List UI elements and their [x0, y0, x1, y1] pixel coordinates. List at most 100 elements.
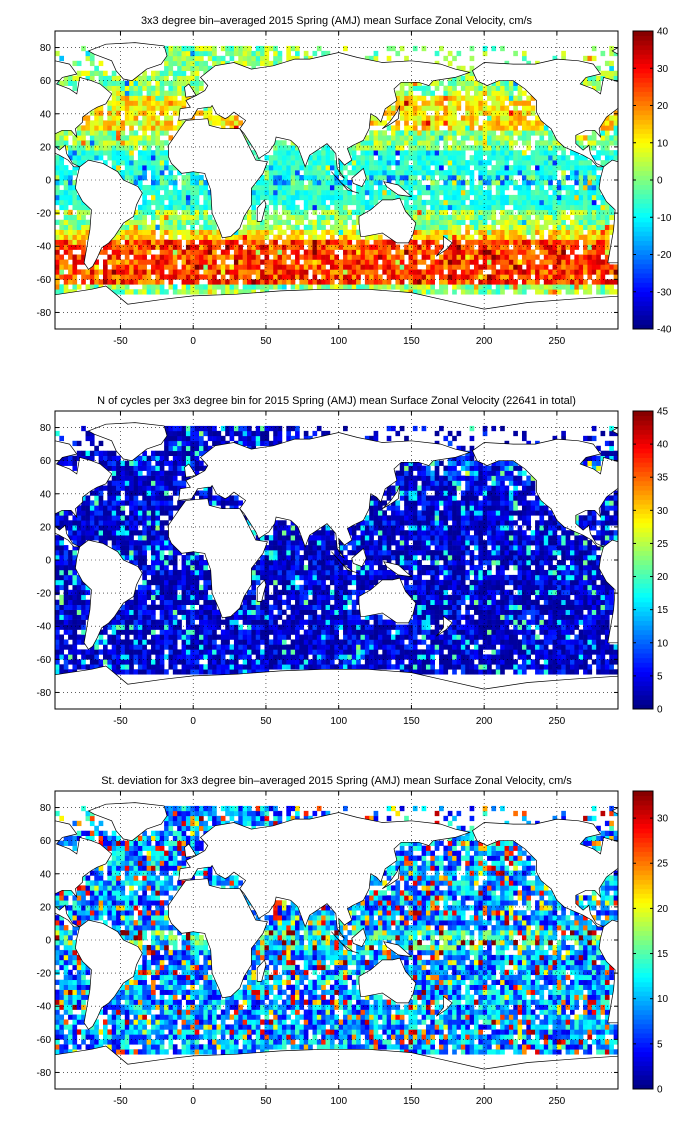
bin-cell [574, 284, 580, 290]
bin-cell [439, 259, 444, 265]
bin-cell [543, 165, 549, 171]
bin-cell [164, 264, 169, 270]
bin-cell [434, 244, 440, 250]
bin-cell [308, 219, 313, 225]
bin-cell [535, 120, 540, 126]
bin-cell [482, 254, 488, 260]
bin-cell [447, 254, 453, 260]
bin-cell [242, 264, 248, 270]
bin-cell [151, 455, 156, 461]
bin-cell [500, 45, 505, 52]
bin-cell [72, 560, 78, 566]
bin-cell [76, 155, 82, 161]
bin-cell [482, 259, 488, 265]
bin-cell [583, 189, 588, 196]
bin-cell [59, 55, 65, 62]
bin-cell [233, 274, 239, 280]
bin-cell [59, 545, 65, 551]
bin-cell [63, 199, 69, 206]
bin-cell [421, 284, 427, 290]
bin-cell [600, 130, 606, 136]
bin-cell [168, 229, 174, 235]
bin-cell [168, 55, 174, 62]
bin-cell [238, 120, 243, 126]
bin-cell [539, 274, 545, 280]
bin-cell [76, 634, 82, 640]
bin-cell [495, 95, 501, 101]
bin-cell [68, 594, 73, 601]
bin-cell [59, 535, 65, 541]
bin-cell [351, 259, 357, 265]
bin-cell [308, 234, 313, 240]
bin-cell [203, 274, 209, 280]
bin-cell [469, 85, 475, 91]
bin-cell [513, 244, 518, 250]
bin-cell [556, 279, 562, 285]
bin-cell [129, 545, 134, 551]
bin-cell [124, 540, 130, 546]
bin-cell [129, 644, 134, 650]
bin-cell [478, 95, 483, 101]
bin-cell [364, 234, 370, 240]
bin-cell [447, 135, 453, 141]
bin-cell [587, 175, 593, 181]
bin-cell [312, 175, 318, 181]
bin-cell [85, 234, 91, 240]
bin-cell [556, 145, 562, 151]
bin-cell [434, 194, 440, 201]
bin-cell [591, 209, 597, 216]
bin-cell [133, 545, 139, 551]
bin-cell [552, 150, 558, 156]
bin-cell [207, 45, 213, 52]
bin-cell [552, 194, 558, 201]
bin-cell [295, 219, 300, 225]
bin-cell [55, 194, 60, 201]
bin-cell [591, 264, 597, 270]
bin-cell [85, 584, 91, 591]
bin-cell [521, 55, 527, 62]
bin-cell [98, 649, 104, 655]
bin-cell [111, 619, 117, 625]
bin-cell [98, 629, 104, 635]
bin-cell [443, 214, 449, 221]
bin-cell [613, 289, 618, 295]
bin-cell [321, 155, 326, 161]
bin-cell [508, 120, 514, 126]
bin-cell [177, 70, 182, 76]
bin-cell [543, 269, 549, 275]
bin-cell [530, 249, 536, 255]
bin-cell [543, 130, 549, 136]
bin-cell [277, 170, 283, 176]
bin-cell [382, 170, 387, 176]
bin-cell [137, 269, 143, 275]
bin-cell [146, 604, 152, 610]
bin-cell [116, 80, 121, 86]
bin-cell [124, 669, 130, 675]
bin-cell [613, 150, 618, 156]
bin-cell [168, 180, 174, 186]
bin-cell [255, 249, 261, 255]
bin-cell [251, 269, 257, 275]
bin-cell [137, 125, 143, 131]
bin-cell [338, 234, 344, 240]
bin-cell [129, 244, 134, 250]
colorbar-swatch [633, 82, 653, 88]
bin-cell [535, 239, 540, 245]
bin-cell [613, 110, 618, 116]
bin-cell [508, 274, 514, 280]
bin-cell [495, 219, 501, 225]
bin-cell [452, 155, 457, 161]
bin-cell [399, 180, 405, 186]
bin-cell [190, 70, 195, 76]
bin-cell [155, 244, 161, 250]
bin-cell [395, 194, 401, 201]
bin-cell [552, 175, 558, 181]
bin-cell [260, 175, 265, 181]
bin-cell [164, 644, 169, 650]
bin-cell [434, 184, 440, 191]
coastline [351, 167, 367, 188]
bin-cell [478, 279, 483, 285]
bin-cell [382, 140, 387, 146]
bin-cell [103, 525, 108, 531]
bin-cell [177, 214, 182, 221]
